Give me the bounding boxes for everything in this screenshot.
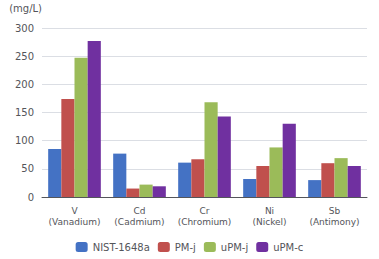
svg-text:300: 300 bbox=[15, 23, 34, 34]
svg-text:Cd: Cd bbox=[134, 206, 146, 216]
svg-text:(mg/L): (mg/L) bbox=[9, 3, 42, 14]
svg-text:150: 150 bbox=[15, 107, 34, 118]
svg-text:0: 0 bbox=[28, 192, 34, 203]
svg-text:(Cadmium): (Cadmium) bbox=[114, 217, 164, 227]
svg-text:PM-j: PM-j bbox=[175, 242, 196, 253]
svg-text:100: 100 bbox=[15, 135, 34, 146]
svg-text:V: V bbox=[71, 206, 78, 216]
svg-text:Sb: Sb bbox=[329, 206, 341, 216]
svg-text:NIST-1648a: NIST-1648a bbox=[93, 242, 150, 253]
svg-text:(Vanadium): (Vanadium) bbox=[49, 217, 101, 227]
svg-text:uPM-j: uPM-j bbox=[221, 242, 248, 253]
svg-text:uPM-c: uPM-c bbox=[273, 242, 303, 253]
svg-text:(Antimony): (Antimony) bbox=[309, 217, 359, 227]
svg-text:Ni: Ni bbox=[265, 206, 274, 216]
svg-text:200: 200 bbox=[15, 79, 34, 90]
svg-text:(Chromium): (Chromium) bbox=[178, 217, 232, 227]
svg-text:(Nickel): (Nickel) bbox=[252, 217, 286, 227]
svg-text:250: 250 bbox=[15, 51, 34, 62]
svg-text:50: 50 bbox=[21, 163, 34, 174]
svg-text:Cr: Cr bbox=[200, 206, 210, 216]
